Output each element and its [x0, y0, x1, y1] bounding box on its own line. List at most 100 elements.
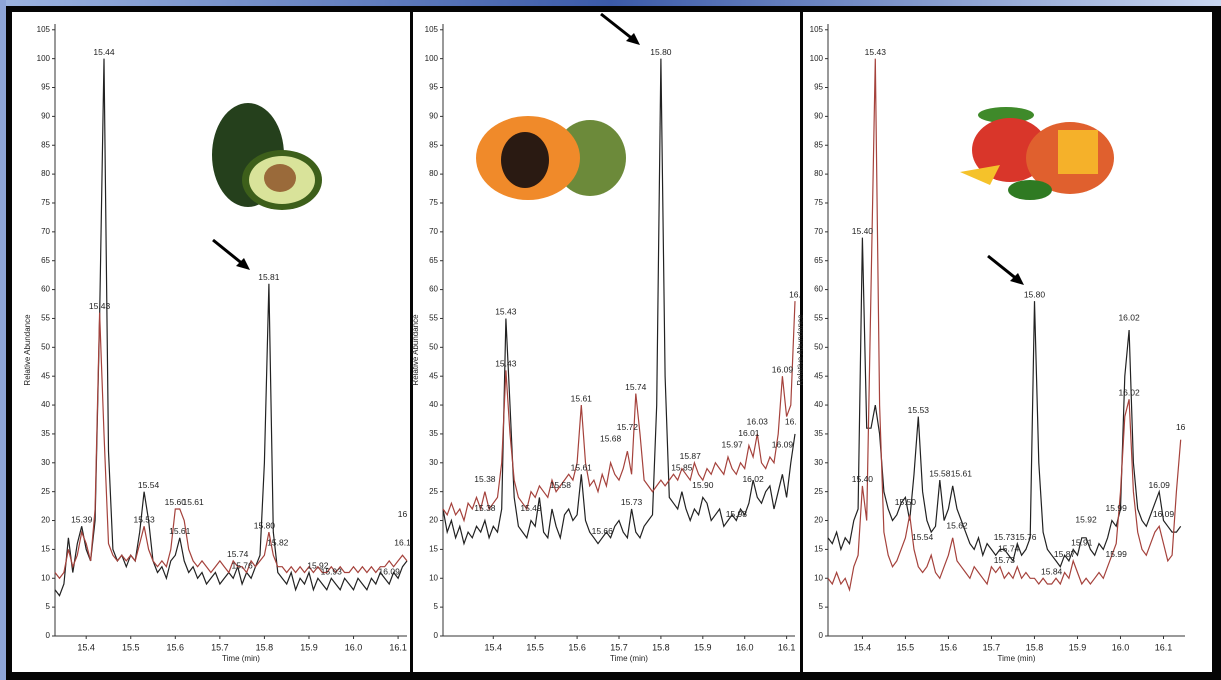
peak-label: 15.53 — [133, 515, 155, 525]
y-tick-label: 105 — [810, 25, 824, 34]
peak-label: 15.72 — [617, 422, 639, 432]
y-tick-label: 15 — [814, 545, 823, 554]
x-tick-label: 15.4 — [77, 642, 95, 652]
peak-label: 15.62 — [946, 520, 968, 530]
y-tick-label: 30 — [814, 458, 823, 467]
y-tick-label: 70 — [814, 227, 823, 236]
y-tick-label: 50 — [41, 342, 50, 351]
peak-label: 15.43 — [495, 359, 517, 369]
peak-label: 15.39 — [71, 515, 93, 525]
y-tick-label: 55 — [814, 314, 823, 323]
y-tick-label: 15 — [429, 545, 438, 554]
peak-label: 15.76 — [231, 561, 253, 571]
y-tick-label: 90 — [429, 111, 438, 120]
y-tick-label: 35 — [814, 429, 823, 438]
peak-label: 15.91 — [1071, 538, 1093, 548]
y-tick-label: 10 — [814, 573, 823, 582]
x-tick-label: 15.5 — [122, 642, 140, 652]
y-tick-label: 15 — [41, 545, 50, 554]
y-tick-label: 40 — [429, 400, 438, 409]
frame-top — [0, 0, 1221, 6]
peak-label: 16.03 — [747, 416, 769, 426]
y-tick-label: 50 — [429, 342, 438, 351]
x-axis-label: Time (min) — [222, 654, 260, 663]
peak-label: 16.1 — [394, 538, 411, 548]
y-tick-label: 75 — [41, 198, 50, 207]
x-tick-label: 15.8 — [256, 642, 274, 652]
peak-label: 15.40 — [852, 226, 874, 236]
y-tick-label: 80 — [41, 169, 50, 178]
y-tick-label: 80 — [429, 169, 438, 178]
peak-label: 15.74 — [998, 543, 1020, 553]
y-tick-label: 55 — [429, 314, 438, 323]
peak-label: 15.93 — [321, 567, 343, 577]
peak-label: 16.09 — [379, 567, 401, 577]
peak-label: 15.76 — [1015, 532, 1037, 542]
y-axis-label: Relative Abundance — [23, 314, 32, 386]
x-tick-label: 15.5 — [897, 642, 915, 652]
y-tick-label: 35 — [41, 429, 50, 438]
peak-label: 15.54 — [912, 532, 934, 542]
y-tick-label: 20 — [814, 516, 823, 525]
peak-label: 15.74 — [227, 549, 249, 559]
peak-label: 15.49 — [520, 503, 542, 513]
y-tick-label: 70 — [41, 227, 50, 236]
y-tick-label: 20 — [429, 516, 438, 525]
y-tick-label: 55 — [41, 314, 50, 323]
peak-label: 15.38 — [474, 503, 496, 513]
papaya-image — [476, 116, 626, 200]
x-tick-label: 15.6 — [167, 642, 185, 652]
y-tick-label: 5 — [819, 602, 824, 611]
y-tick-label: 45 — [814, 371, 823, 380]
peak-label: 15.87 — [680, 451, 702, 461]
peak-label: 15.84 — [1041, 567, 1063, 577]
y-tick-label: 95 — [429, 83, 438, 92]
peak-label: 15.43 — [865, 47, 887, 57]
frame-left — [0, 0, 6, 680]
peak-label: 15.97 — [722, 439, 744, 449]
y-tick-label: 50 — [814, 342, 823, 351]
x-tick-label: 15.7 — [610, 642, 628, 652]
peak-label: 15.38 — [474, 474, 496, 484]
x-tick-label: 15.6 — [568, 642, 586, 652]
y-tick-label: 70 — [429, 227, 438, 236]
peak-label: 15.99 — [1106, 549, 1128, 559]
peak-label: 15.58 — [550, 480, 572, 490]
y-tick-label: 90 — [41, 111, 50, 120]
x-tick-label: 15.5 — [526, 642, 544, 652]
peak-label: 16 — [398, 509, 408, 519]
page: {"chart_data":[ {"type":"line","y_label"… — [0, 0, 1221, 680]
y-tick-label: 30 — [41, 458, 50, 467]
peak-label: 15.43 — [89, 301, 111, 311]
peak-label: 15.99 — [1106, 503, 1128, 513]
x-tick-label: 16.1 — [778, 642, 796, 652]
y-tick-label: 85 — [41, 140, 50, 149]
peak-label: 15.80 — [650, 47, 672, 57]
peak-label: 15.50 — [895, 497, 917, 507]
peak-label: 16.09 — [1153, 509, 1175, 519]
x-tick-label: 16.0 — [736, 642, 754, 652]
y-tick-label: 65 — [814, 256, 823, 265]
x-tick-label: 15.8 — [1026, 642, 1044, 652]
y-tick-label: 35 — [429, 429, 438, 438]
x-axis-label: Time (min) — [610, 654, 648, 663]
y-tick-label: 90 — [814, 111, 823, 120]
x-tick-label: 15.8 — [652, 642, 670, 652]
y-tick-label: 85 — [814, 140, 823, 149]
figure: 0510152025303540455055606570758085909510… — [0, 0, 1221, 680]
y-axis-label: Relative Abundance — [796, 314, 805, 386]
peak-label: 15.40 — [852, 474, 874, 484]
x-tick-label: 15.6 — [940, 642, 958, 652]
y-tick-label: 40 — [814, 400, 823, 409]
peak-label: 16.02 — [742, 474, 764, 484]
x-tick-label: 15.7 — [983, 642, 1001, 652]
y-tick-label: 60 — [814, 285, 823, 294]
y-axis-label: Relative Abundance — [411, 314, 420, 386]
x-tick-label: 16.1 — [389, 642, 407, 652]
peak-label: 15.61 — [182, 497, 204, 507]
peak-label: 16.09 — [772, 439, 794, 449]
peak-label: 15.92 — [1075, 515, 1097, 525]
x-tick-label: 16.0 — [345, 642, 363, 652]
y-tick-label: 40 — [41, 400, 50, 409]
y-tick-label: 25 — [41, 487, 50, 496]
